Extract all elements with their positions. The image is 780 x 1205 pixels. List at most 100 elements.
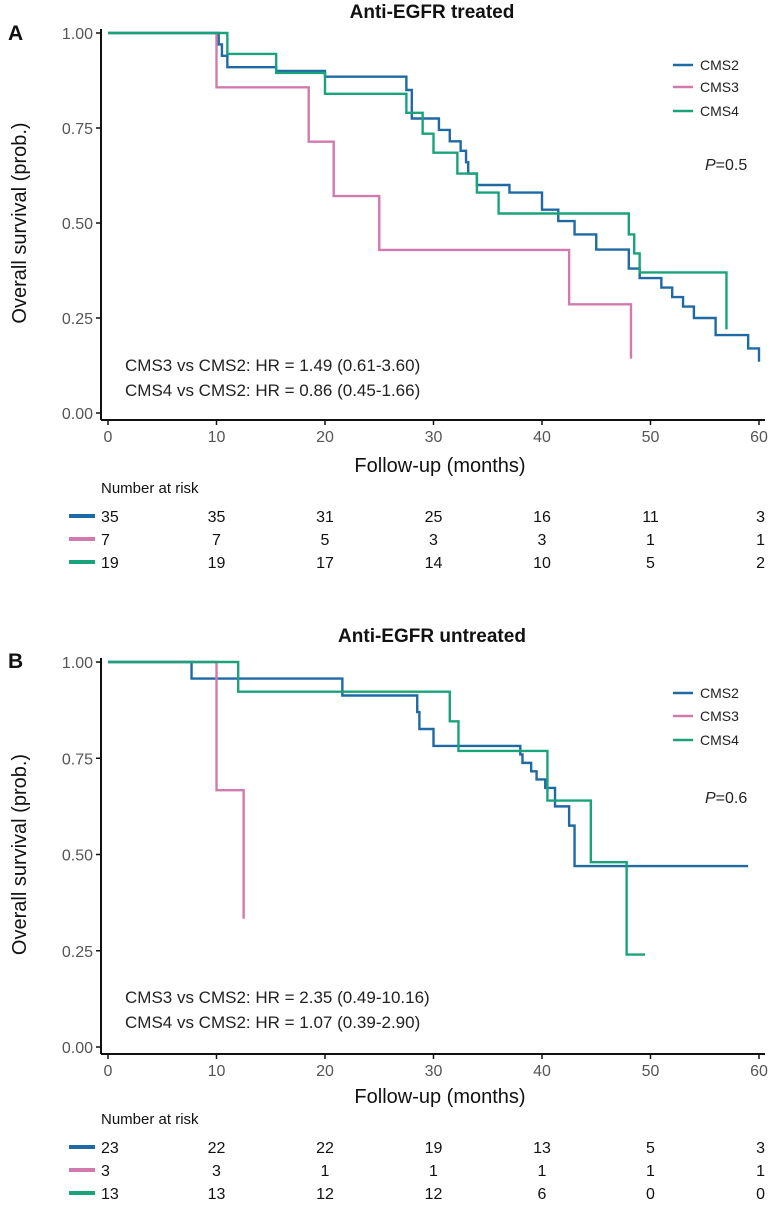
hazard-ratio-text: CMS4 vs CMS2: HR = 1.07 (0.39-2.90) [125,1013,420,1032]
x-tick-label: 30 [425,1063,443,1080]
x-axis-label: Follow-up (months) [354,455,525,477]
p-value-number: =0.6 [716,790,748,807]
legend-label-cms4: CMS4 [700,103,739,119]
survival-curve-cms3 [108,31,633,359]
survival-curve-cms2 [108,31,761,362]
risk-count: 1 [756,1163,765,1180]
risk-count: 1 [646,1163,655,1180]
risk-count: 2 [756,555,765,572]
p-value: P=0.6 [705,790,747,807]
x-tick-label: 40 [533,429,551,446]
panel-label: A [8,22,23,45]
risk-table-title: Number at risk [101,480,199,497]
risk-count: 12 [316,1186,334,1203]
risk-count: 22 [316,1140,334,1157]
risk-count: 19 [208,555,226,572]
y-tick-label: 0.75 [62,121,93,138]
risk-count: 13 [208,1186,226,1203]
risk-count: 31 [316,509,334,526]
y-tick-label: 0.00 [62,1040,93,1057]
p-value-symbol: P [705,157,716,174]
y-tick-label: 0.75 [62,751,93,768]
hazard-ratio-text: CMS3 vs CMS2: HR = 1.49 (0.61-3.60) [125,356,420,375]
panel-label: B [8,650,23,673]
x-tick-label: 10 [208,429,226,446]
risk-count: 14 [425,555,443,572]
risk-count: 16 [533,509,551,526]
risk-table-title: Number at risk [101,1111,199,1128]
legend-label-cms3: CMS3 [700,708,739,724]
hazard-ratio-text: CMS3 vs CMS2: HR = 2.35 (0.49-10.16) [125,988,430,1007]
risk-count: 1 [321,1163,330,1180]
chart-title: Anti-EGFR treated [350,2,515,23]
risk-count: 3 [756,1140,765,1157]
x-axis-label: Follow-up (months) [354,1086,525,1108]
risk-count: 3 [429,532,438,549]
risk-count: 19 [425,1140,443,1157]
risk-count: 23 [101,1140,119,1157]
risk-count: 11 [642,509,659,526]
risk-count: 1 [756,532,765,549]
risk-count: 35 [208,509,226,526]
p-value: P=0.5 [705,157,747,174]
km-panel-b: Anti-EGFR untreated B 0.00 0.25 0.50 0.75 1.00… [8,626,768,1203]
y-tick-label: 0.25 [62,311,93,328]
survival-curve-cms4 [108,660,646,956]
legend-label-cms2: CMS2 [700,685,739,701]
risk-count: 5 [321,532,330,549]
y-tick-label: 0.50 [62,848,93,865]
risk-count: 6 [538,1186,547,1203]
x-tick-label: 0 [104,1063,113,1080]
risk-count: 35 [101,509,119,526]
risk-count: 3 [212,1163,221,1180]
risk-count: 7 [212,532,221,549]
x-tick-label: 60 [750,429,768,446]
x-tick-label: 40 [533,1063,551,1080]
p-value-number: =0.5 [716,157,748,174]
y-tick-label: 1.00 [62,655,93,672]
risk-count: 25 [425,509,443,526]
y-axis-label: Overall survival (prob.) [9,754,31,955]
survival-curve-cms2 [108,660,749,868]
p-value-symbol: P [705,790,716,807]
y-axis-label: Overall survival (prob.) [9,122,31,323]
legend-label-cms3: CMS3 [700,79,739,95]
risk-count: 19 [101,555,119,572]
x-tick-label: 0 [104,429,113,446]
y-tick-label: 1.00 [62,26,93,43]
risk-count: 1 [538,1163,547,1180]
x-tick-label: 50 [642,429,660,446]
y-tick-label: 0.50 [62,216,93,233]
y-tick-label: 0.00 [62,406,93,423]
x-tick-label: 20 [316,1063,334,1080]
legend-label-cms2: CMS2 [700,57,739,73]
legend-label-cms4: CMS4 [700,732,739,748]
risk-count: 1 [429,1163,438,1180]
risk-count: 12 [425,1186,443,1203]
risk-count: 7 [101,532,110,549]
x-tick-label: 50 [642,1063,660,1080]
risk-count: 3 [101,1163,110,1180]
risk-count: 13 [101,1186,119,1203]
risk-count: 0 [756,1186,765,1203]
risk-count: 3 [538,532,547,549]
risk-count: 10 [533,555,551,572]
risk-count: 22 [208,1140,226,1157]
km-panel-a: Anti-EGFR treated A 0.00 0.25 0.50 0.75 1.00 0 1… [8,2,768,572]
x-tick-label: 30 [425,429,443,446]
chart-title: Anti-EGFR untreated [338,626,526,647]
hazard-ratio-text: CMS4 vs CMS2: HR = 0.86 (0.45-1.66) [125,381,420,400]
risk-count: 1 [646,532,655,549]
risk-count: 13 [533,1140,551,1157]
survival-curve-cms3 [108,660,245,919]
risk-count: 3 [756,509,765,526]
x-tick-label: 20 [316,429,334,446]
x-tick-label: 10 [208,1063,226,1080]
x-tick-label: 60 [750,1063,768,1080]
risk-count: 5 [646,555,655,572]
risk-count: 5 [646,1140,655,1157]
risk-count: 17 [316,555,334,572]
y-tick-label: 0.25 [62,944,93,961]
risk-count: 0 [646,1186,655,1203]
